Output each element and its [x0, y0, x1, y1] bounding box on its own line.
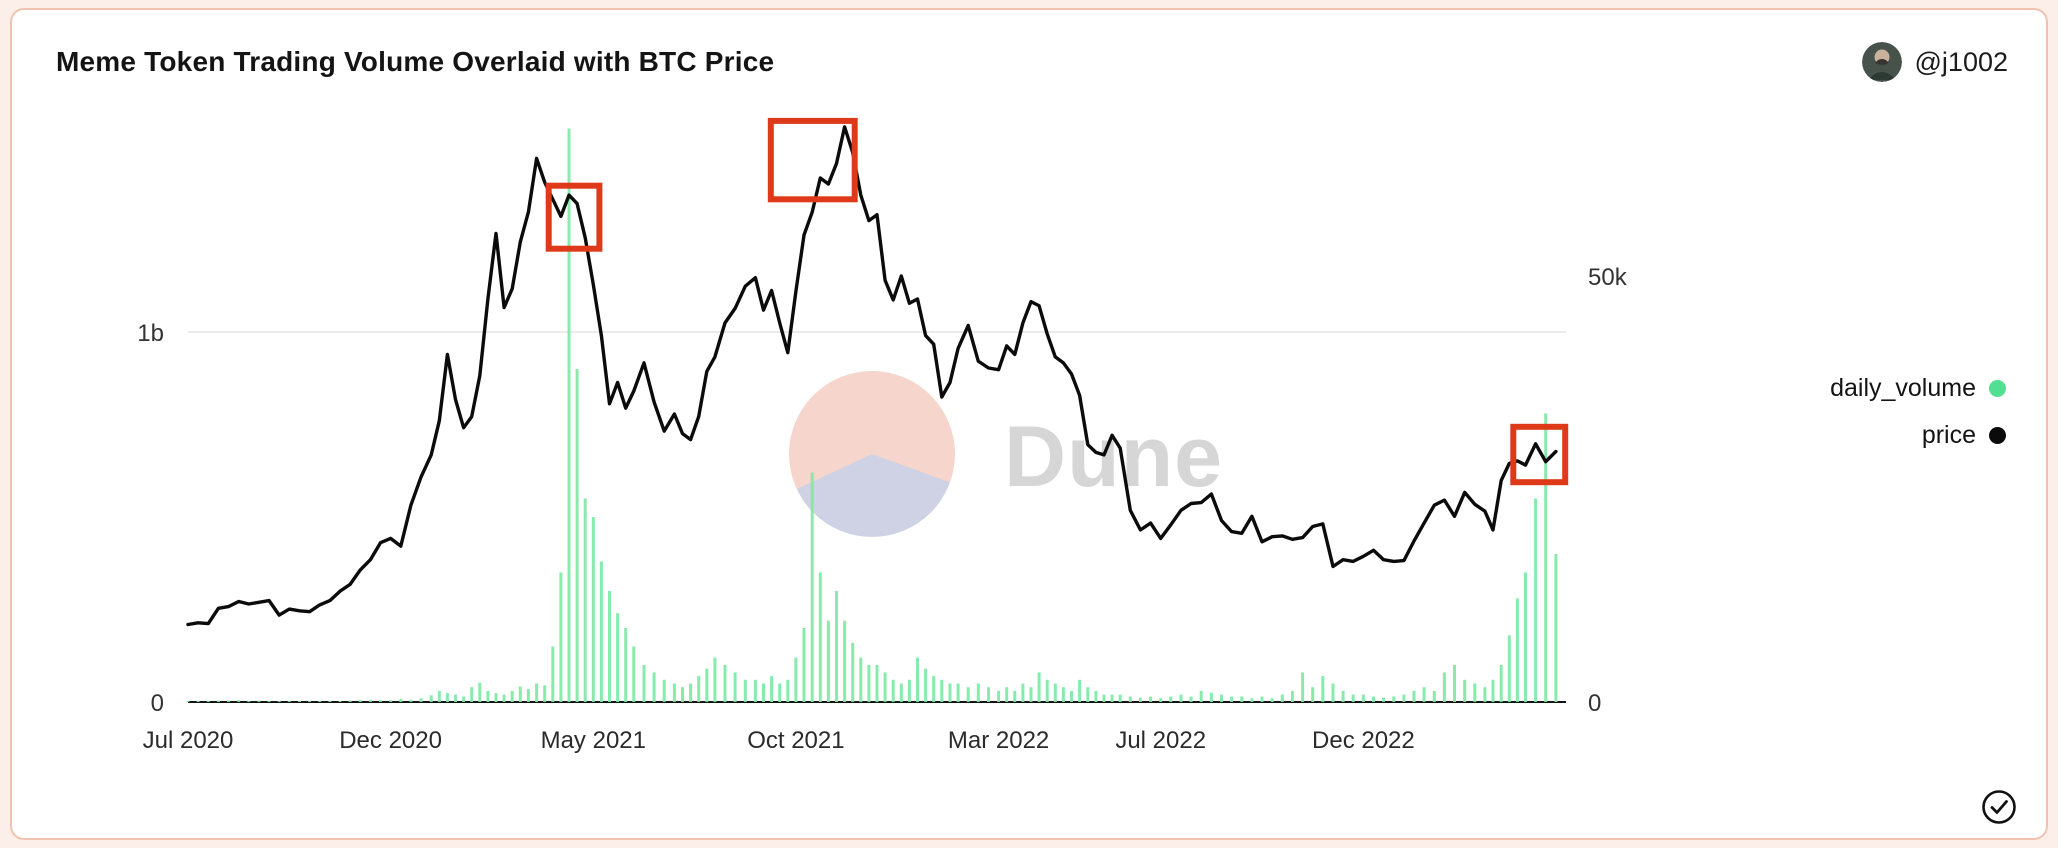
legend-item-daily-volume[interactable]: daily_volume	[1830, 374, 2006, 403]
x-tick-label: Oct 2021	[747, 727, 844, 754]
legend-dot-green	[1989, 380, 2006, 397]
y-left-tick-label: 0	[151, 690, 164, 717]
highlight-box	[545, 182, 603, 252]
legend-label-price: price	[1921, 421, 1976, 449]
user-handle[interactable]: @j1002	[1914, 46, 2008, 77]
legend-item-price[interactable]: price	[1922, 421, 2006, 450]
x-tick-label: Jul 2022	[1115, 727, 1206, 754]
y-right-tick-label: 50k	[1588, 264, 1628, 291]
chart-title: Meme Token Trading Volume Overlaid with …	[56, 46, 775, 77]
x-tick-label: Dec 2020	[339, 727, 442, 754]
chart-legend: daily_volume price	[1830, 374, 2006, 450]
highlight-box	[767, 117, 858, 203]
volume-bars	[186, 128, 1558, 703]
x-tick-label: Jul 2020	[143, 727, 234, 754]
highlight-box	[1510, 423, 1569, 486]
dune-logo-pie	[789, 371, 955, 537]
y-left-tick-label: 1b	[137, 320, 164, 347]
y-right-tick-label: 0	[1588, 690, 1601, 717]
x-tick-label: Mar 2022	[948, 727, 1049, 754]
author-avatar[interactable]	[1861, 42, 1902, 82]
query-status-check-icon[interactable]	[1980, 788, 2018, 826]
author-link[interactable]: @j1002	[1861, 42, 2008, 82]
dune-wordmark-watermark: Dune	[1004, 409, 1223, 505]
price-line	[186, 125, 1558, 627]
legend-dot-black	[1989, 427, 2006, 444]
x-tick-label: Dec 2022	[1312, 727, 1415, 754]
legend-label-daily-volume: daily_volume	[1830, 374, 1976, 402]
x-tick-label: May 2021	[541, 727, 646, 754]
avatar-image	[1861, 42, 1902, 82]
